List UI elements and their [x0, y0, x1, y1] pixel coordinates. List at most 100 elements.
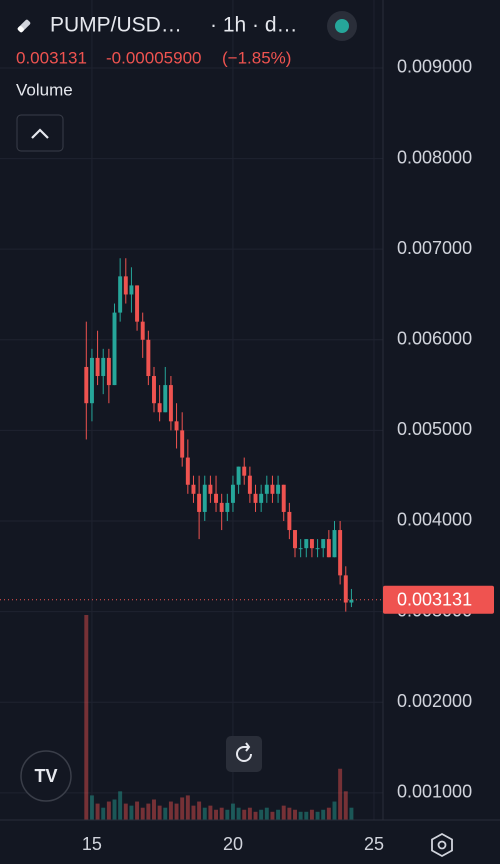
volume-bar [349, 807, 354, 820]
volume-bar [146, 803, 151, 820]
candle-body [84, 366, 89, 404]
y-tick-label: 0.002000 [397, 691, 472, 711]
volume-title: Volume [16, 80, 73, 99]
volume-bar [259, 809, 264, 820]
volume-bar [287, 807, 292, 820]
volume-bar [332, 801, 337, 820]
candle-body [197, 493, 202, 512]
y-tick-label: 0.007000 [397, 238, 472, 258]
x-tick-label: 20 [223, 834, 243, 854]
candle-body [326, 539, 331, 558]
candle-body [101, 357, 106, 377]
volume-bar [247, 807, 252, 820]
candle-body [168, 385, 173, 422]
candle-body [338, 530, 343, 576]
y-tick-label: 0.001000 [397, 782, 472, 802]
candle-body [264, 484, 269, 494]
candle-body [129, 285, 134, 295]
volume-bar [230, 803, 235, 820]
volume-bar [219, 807, 224, 820]
candle-body [259, 493, 264, 503]
candle-body [247, 475, 252, 494]
volume-bar [191, 805, 196, 820]
symbol[interactable]: PUMP/USD… [50, 14, 182, 37]
volume-bar [242, 809, 247, 820]
candle-body [225, 502, 230, 512]
volume-bar [185, 795, 190, 820]
reset-icon [245, 742, 251, 752]
caret-icon [31, 128, 49, 139]
candle-body [242, 466, 247, 476]
logo-button[interactable] [20, 750, 72, 802]
candles [84, 258, 354, 612]
candle-body [152, 376, 156, 404]
volume-bar [89, 795, 94, 820]
volume-bar [338, 768, 343, 820]
volume-bar [202, 807, 207, 820]
candle-body [236, 466, 241, 485]
volume-bar [321, 809, 326, 820]
volume-bar [208, 805, 213, 820]
volume-bar [118, 791, 123, 820]
candle-body [112, 312, 117, 386]
candle-body [106, 357, 111, 386]
volume-bar [112, 799, 117, 820]
candle-body [135, 285, 140, 322]
volume-bar [326, 807, 331, 820]
candle-body [174, 421, 179, 431]
volume-bar [276, 809, 281, 820]
volume-bar [293, 809, 297, 820]
candle-body [146, 339, 151, 377]
volume-bar [106, 801, 111, 820]
volume-bar [84, 615, 89, 820]
overlay: 0.003131 [0, 585, 494, 614]
volume-bar [95, 803, 100, 820]
price-change-pct: (−1.85%) [222, 48, 291, 67]
y-tick-label: 0.005000 [397, 419, 472, 439]
volume-bar [253, 811, 258, 820]
interval[interactable]: · 1h · d… [210, 14, 298, 37]
volume-bar [270, 811, 275, 820]
reset-button[interactable] [226, 736, 262, 772]
volume-bar [225, 809, 230, 820]
volume-bar [236, 807, 241, 820]
volume-bar [298, 811, 303, 820]
candle-body [191, 484, 196, 494]
volume-bar [304, 811, 309, 820]
candle-body [163, 385, 168, 413]
candle-body [180, 430, 185, 458]
volume-bar [163, 807, 168, 820]
price-change: -0.00005900 [106, 48, 201, 67]
candle-body [321, 539, 326, 549]
y-tick-label: 0.008000 [397, 147, 472, 167]
y-tick-label: 0.009000 [397, 57, 472, 77]
volume-bar [264, 807, 269, 820]
candle-body [304, 539, 309, 549]
volume-bar [123, 803, 128, 820]
collapse-button[interactable] [16, 114, 64, 152]
candle-body [89, 357, 94, 404]
volume-bar [168, 801, 173, 820]
candle-body [298, 548, 303, 550]
volume-bar [129, 805, 134, 820]
volume-bar [152, 799, 156, 820]
candle-body [349, 599, 354, 603]
candle-body [157, 403, 162, 413]
logo: TV [34, 766, 57, 786]
settings-icon[interactable] [431, 832, 453, 858]
status-dot [335, 19, 349, 33]
volume-bar [101, 807, 106, 820]
volume-bar [214, 809, 219, 820]
volume-bar [174, 803, 179, 820]
candle-body [140, 321, 145, 340]
y-tick-label: 0.004000 [397, 510, 472, 530]
volume-bar [309, 809, 314, 820]
candle-body [118, 276, 123, 313]
volume-bar [180, 797, 185, 820]
candle-body [95, 357, 100, 377]
volume-bar [135, 801, 140, 820]
candle-body [202, 484, 207, 512]
pencil-icon [17, 19, 31, 33]
